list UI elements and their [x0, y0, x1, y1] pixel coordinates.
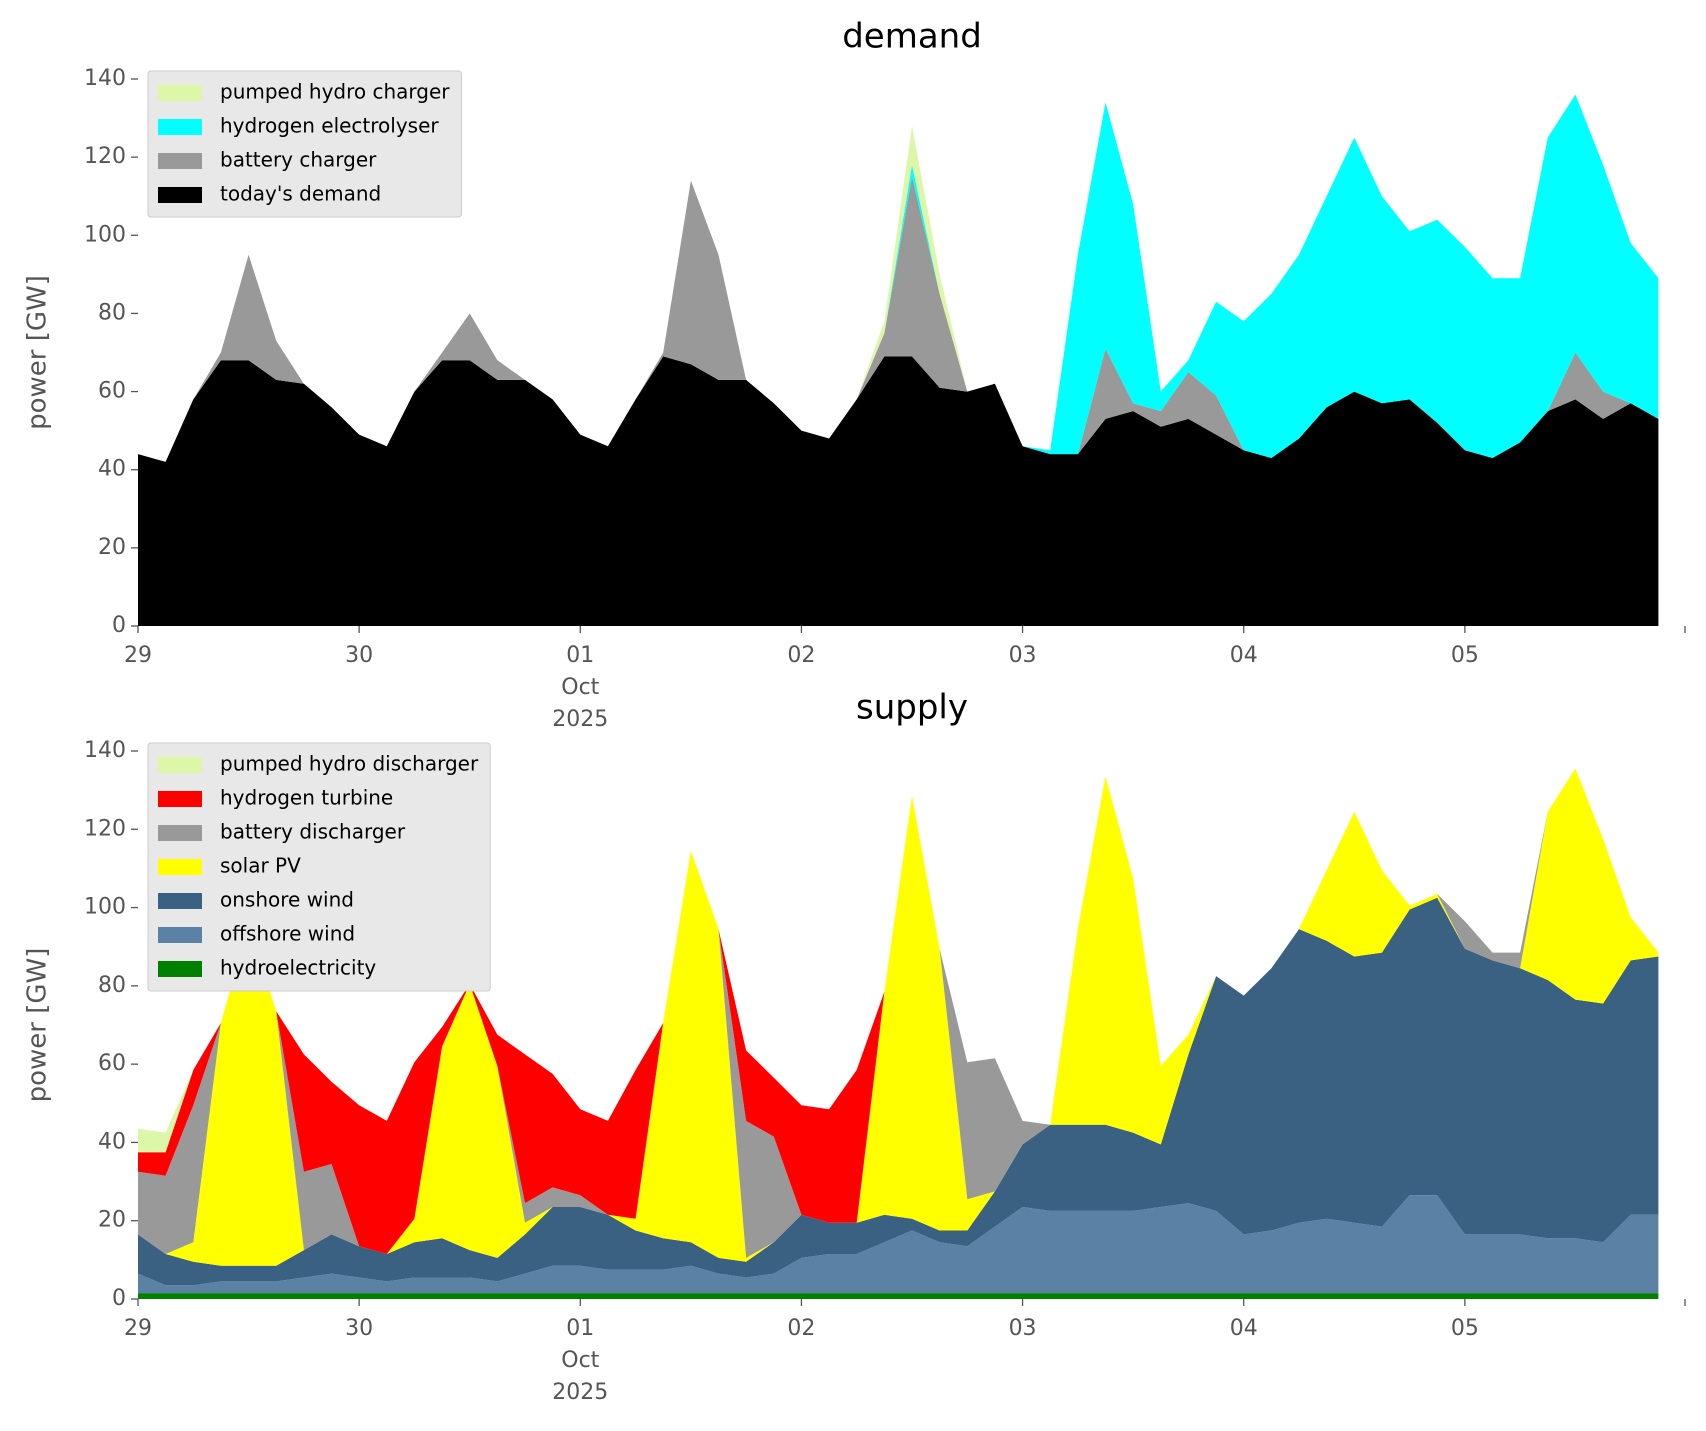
x-tick-label: 05	[1451, 1316, 1479, 1341]
legend-swatch	[158, 859, 202, 875]
chart-title: supply	[856, 688, 968, 728]
x-tick-sublabel: 2025	[552, 707, 608, 732]
x-tick-label: 03	[1009, 1316, 1037, 1341]
y-tick-label: 80	[98, 300, 126, 325]
legend-label: offshore wind	[220, 922, 355, 946]
y-tick-label: 20	[98, 1208, 126, 1233]
y-tick-label: 100	[84, 895, 126, 920]
legend-box	[147, 70, 463, 218]
legend-label: hydrogen turbine	[220, 786, 393, 810]
legend-swatch	[158, 825, 202, 841]
area	[138, 897, 1659, 1286]
legend-swatch	[158, 85, 202, 101]
y-tick-label: 0	[112, 1286, 126, 1311]
x-tick-label: 05	[1451, 643, 1479, 668]
legend-label: onshore wind	[220, 888, 354, 912]
x-tick-label: 02	[787, 1316, 815, 1341]
x-tick-label: 30	[345, 643, 373, 668]
y-tick-label: 80	[98, 973, 126, 998]
y-tick-label: 120	[84, 144, 126, 169]
legend-swatch	[158, 119, 202, 135]
x-tick-label: 30	[345, 1316, 373, 1341]
y-tick-label: 140	[84, 738, 126, 763]
x-tick-label: 01	[566, 1316, 594, 1341]
chart-title: demand	[842, 17, 982, 57]
legend-swatch	[158, 187, 202, 203]
x-tick-sublabel: Oct	[561, 675, 599, 700]
y-tick-label: 20	[98, 535, 126, 560]
x-tick-label: 29	[124, 643, 152, 668]
y-tick-label: 120	[84, 816, 126, 841]
x-tick-label: 03	[1009, 643, 1037, 668]
y-axis-label: power [GW]	[23, 275, 53, 430]
legend-label: pumped hydro discharger	[220, 752, 479, 776]
legend-swatch	[158, 961, 202, 977]
legend-label: today's demand	[220, 182, 381, 206]
x-tick-sublabel: Oct	[561, 1348, 599, 1373]
x-tick-label: 04	[1230, 643, 1258, 668]
x-tick-label: 02	[787, 643, 815, 668]
legend-box	[147, 742, 491, 992]
y-tick-label: 100	[84, 222, 126, 247]
x-tick-label: 04	[1230, 1316, 1258, 1341]
area	[138, 768, 1659, 1266]
area	[138, 768, 1659, 1254]
area	[138, 1293, 1659, 1299]
area	[138, 176, 1659, 462]
legend-label: solar PV	[220, 854, 301, 878]
y-tick-label: 60	[98, 1051, 126, 1076]
y-tick-label: 140	[84, 66, 126, 91]
legend-label: pumped hydro charger	[220, 80, 450, 104]
legend-swatch	[158, 153, 202, 169]
area	[138, 356, 1659, 626]
legend-label: battery charger	[220, 148, 377, 172]
x-tick-sublabel: 2025	[552, 1380, 608, 1405]
y-tick-label: 40	[98, 1129, 126, 1154]
x-tick-label: 29	[124, 1316, 152, 1341]
legend-swatch	[158, 791, 202, 807]
area	[138, 94, 1659, 462]
y-tick-label: 60	[98, 379, 126, 404]
legend-swatch	[158, 757, 202, 773]
legend-label: hydrogen electrolyser	[220, 114, 439, 138]
legend-swatch	[158, 927, 202, 943]
legend-label: hydroelectricity	[220, 956, 376, 980]
y-axis-label: power [GW]	[23, 948, 53, 1103]
y-tick-label: 40	[98, 457, 126, 482]
area	[138, 1195, 1659, 1294]
legend-swatch	[158, 893, 202, 909]
y-tick-label: 0	[112, 613, 126, 638]
legend-label: battery discharger	[220, 820, 406, 844]
x-tick-label: 01	[566, 643, 594, 668]
